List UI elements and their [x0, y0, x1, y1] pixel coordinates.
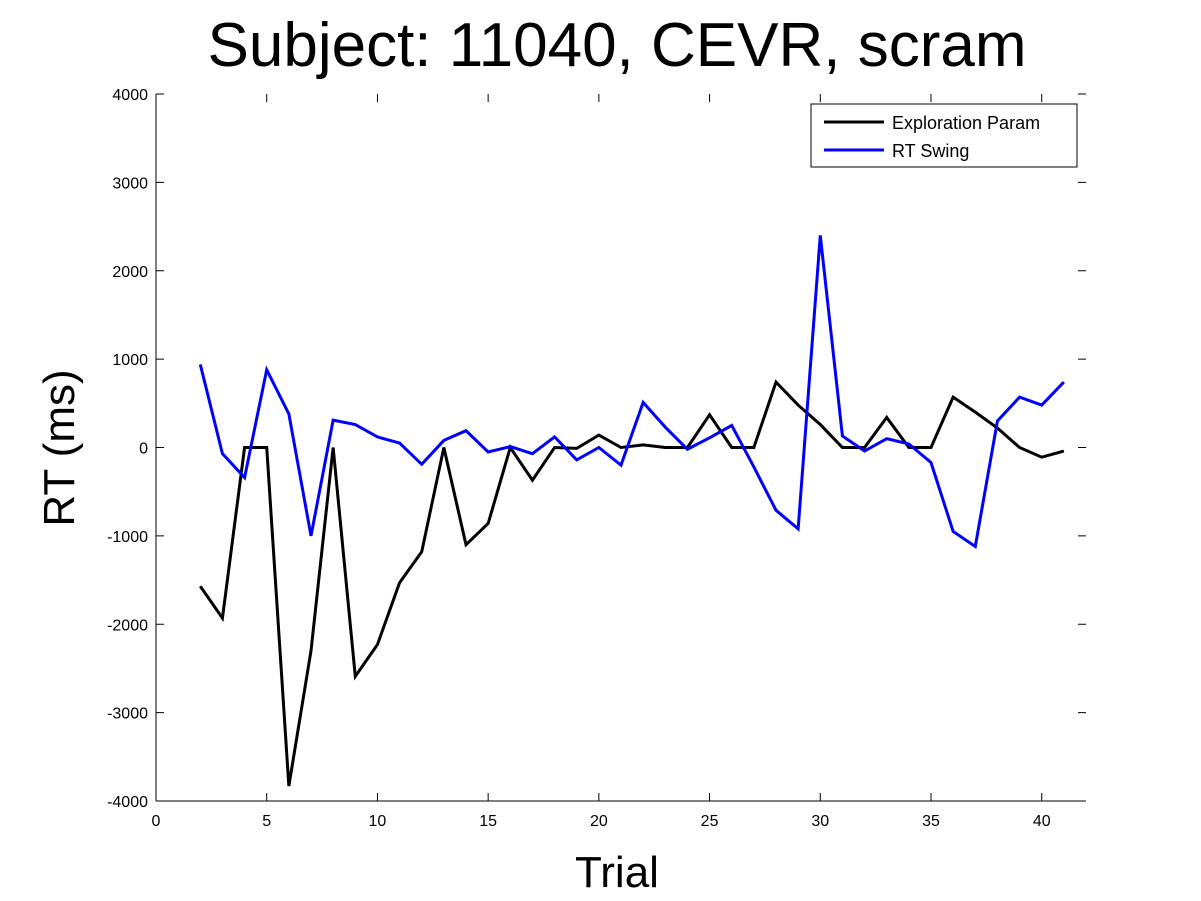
- y-tick-label: -2000: [107, 617, 148, 634]
- x-tick-label: 0: [152, 813, 161, 830]
- legend-label-rt-swing: RT Swing: [892, 141, 969, 161]
- x-tick-label: 20: [590, 813, 608, 830]
- y-tick-label: 4000: [112, 87, 148, 104]
- x-tick-label: 10: [369, 813, 387, 830]
- y-tick-label: -1000: [107, 529, 148, 546]
- chart-title: Subject: 11040, CEVR, scram: [208, 11, 1027, 80]
- y-tick-label: 1000: [112, 352, 148, 369]
- legend-label-exploration-param: Exploration Param: [892, 113, 1040, 133]
- x-tick-label: 30: [811, 813, 829, 830]
- x-tick-label: 15: [479, 813, 497, 830]
- y-tick-label: -3000: [107, 706, 148, 723]
- y-tick-label: -4000: [107, 794, 148, 811]
- tick-labels: 0 5 10 15 20 25 30 35 40 4000 3000 2000 1000 0 -1000 -2…: [107, 87, 1051, 830]
- x-tick-label: 5: [262, 813, 271, 830]
- legend: Exploration Param RT Swing: [810, 103, 1078, 168]
- x-tick-label: 35: [922, 813, 940, 830]
- y-tick-label: 3000: [112, 175, 148, 192]
- legend-box: [810, 103, 1078, 168]
- series-lines: [198, 235, 1065, 787]
- y-axis-label: RT (ms): [35, 369, 84, 526]
- series-line-exploration-param: [199, 379, 1065, 787]
- x-axis-label: Trial: [575, 848, 659, 897]
- y-tick-label: 0: [139, 441, 148, 458]
- series-line-rt-swing: [198, 235, 1065, 550]
- y-tick-label: 2000: [112, 264, 148, 281]
- x-tick-label: 25: [701, 813, 719, 830]
- x-tick-label: 40: [1033, 813, 1051, 830]
